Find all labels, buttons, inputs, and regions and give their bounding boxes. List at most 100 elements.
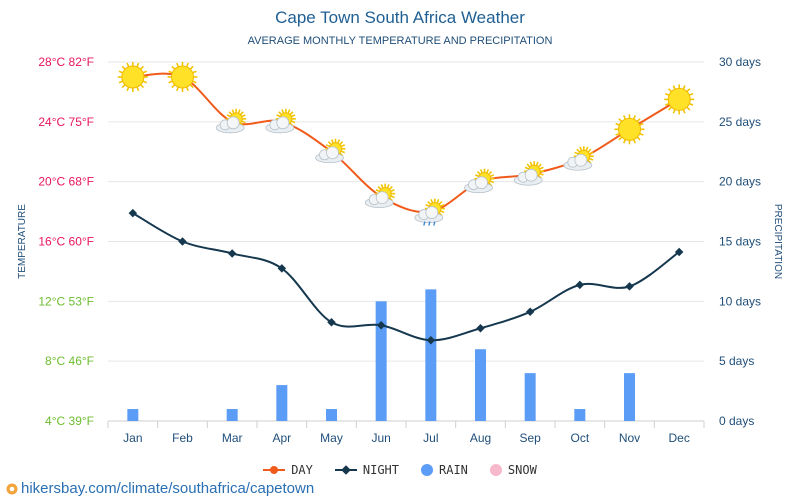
x-tick-label: Jul [423, 431, 438, 445]
legend-swatch [489, 464, 502, 476]
sun-ray [121, 84, 126, 89]
sun-ray [639, 122, 644, 126]
sun-ray [440, 210, 445, 214]
sun-ray [237, 109, 241, 114]
sun-ray [682, 109, 686, 114]
footer-link[interactable]: hikersbay.com/climate/southafrica/capeto… [6, 480, 314, 497]
y-right-tick-label: 10 days [719, 294, 761, 308]
sun-ray [176, 62, 180, 68]
cloud-shape [574, 153, 588, 167]
y-left-tick-label: 12°C 53°F [38, 294, 94, 308]
x-tick-label: Sep [519, 431, 541, 445]
y-right-tick-label: 0 days [719, 414, 754, 428]
sun-ray [390, 195, 395, 199]
chart-title: Cape Town South Africa Weather [275, 8, 525, 27]
sun-ray [118, 80, 123, 84]
y-right-axis-label: PRECIPITATION [772, 204, 783, 279]
legend-swatch [334, 465, 357, 475]
sun-ray [535, 161, 539, 166]
sun-ray [126, 62, 130, 68]
sun-ray [436, 199, 440, 204]
sun-ray [226, 114, 231, 118]
sun-ray [171, 65, 176, 70]
sun-ray [171, 84, 176, 89]
y-right-tick-label: 20 days [719, 175, 761, 189]
partly-cloudy-rain-icon [414, 198, 445, 226]
cloud-shape [524, 168, 538, 182]
y-left-tick-label: 20°C 68°F [38, 175, 94, 189]
sun-ray [579, 146, 583, 151]
sun-ray [176, 86, 180, 92]
bar-rain [326, 409, 337, 421]
sun-ray [486, 169, 490, 174]
x-tick-label: Dec [668, 431, 689, 445]
sun-ray [585, 146, 589, 151]
night-point [227, 249, 237, 258]
sun-ray [185, 62, 189, 68]
sun-ray [289, 111, 294, 116]
sun-rays [474, 168, 495, 189]
sun-ray [589, 157, 594, 161]
sun-ray [291, 114, 296, 118]
sun-ray [121, 65, 126, 70]
sun-ray [239, 111, 244, 116]
sun-ray [686, 88, 691, 93]
sun-ray [574, 151, 579, 155]
sun-ray [476, 171, 481, 175]
y-left-tick-label: 16°C 60°F [38, 235, 94, 249]
legend-item-rain[interactable]: RAIN [421, 463, 468, 477]
sun-ray [667, 88, 672, 93]
partly-cloudy-icon [364, 183, 396, 209]
sun-ray [689, 92, 694, 96]
cloud-shape [475, 176, 488, 190]
sun-ray [142, 80, 147, 84]
sun-ray [118, 70, 123, 74]
sun-ray [686, 106, 691, 111]
sun-ray [430, 199, 434, 204]
raindrop [423, 221, 426, 226]
sun-ray [667, 106, 672, 111]
sun-ray [425, 204, 430, 208]
sun-ray [526, 163, 531, 168]
night-point [376, 321, 386, 330]
sun-rays [167, 61, 198, 92]
legend-item-day[interactable]: DAY [263, 463, 313, 477]
sun-ray [576, 148, 581, 153]
bar-rain [574, 409, 586, 421]
legend-item-snow[interactable]: SNOW [489, 463, 537, 477]
sun-ray [427, 200, 432, 205]
sun-ray [278, 111, 283, 116]
legend-item-night[interactable]: NIGHT [334, 463, 399, 477]
x-tick-label: May [320, 431, 343, 445]
footer-text: hikersbay.com/climate/southafrica/capeto… [21, 480, 315, 497]
sun-ray [587, 148, 592, 153]
bar-rain [375, 301, 387, 421]
sun-ray [689, 102, 694, 106]
y-left-axis-label: TEMPERATURE [17, 204, 28, 279]
sun-ray [327, 141, 332, 146]
legend-label: NIGHT [362, 463, 399, 477]
sun-ray [337, 139, 341, 144]
x-tick-label: Jun [371, 431, 390, 445]
partly-cloudy-icon [315, 138, 346, 164]
sun-ray [276, 114, 281, 118]
sun-ray [623, 115, 627, 120]
sun-ray [618, 118, 623, 123]
sun-ray [339, 141, 344, 146]
legend-label: RAIN [439, 463, 468, 477]
cloud-shape [276, 116, 290, 130]
y-left-tick-label: 28°C 82°F [38, 55, 94, 69]
sun-ray [639, 132, 644, 136]
y-right-tick-label: 30 days [719, 55, 761, 69]
x-tick-label: Jan [123, 431, 142, 445]
sun-ray [140, 84, 145, 89]
sun-ray [529, 161, 533, 166]
sun-ray [375, 189, 380, 193]
sun-ray [665, 92, 670, 96]
partly-cloudy-icon [464, 168, 495, 194]
sun-ray [168, 70, 173, 74]
sun-ray [672, 109, 676, 114]
raindrop [433, 221, 436, 226]
sun-ray [241, 120, 246, 124]
